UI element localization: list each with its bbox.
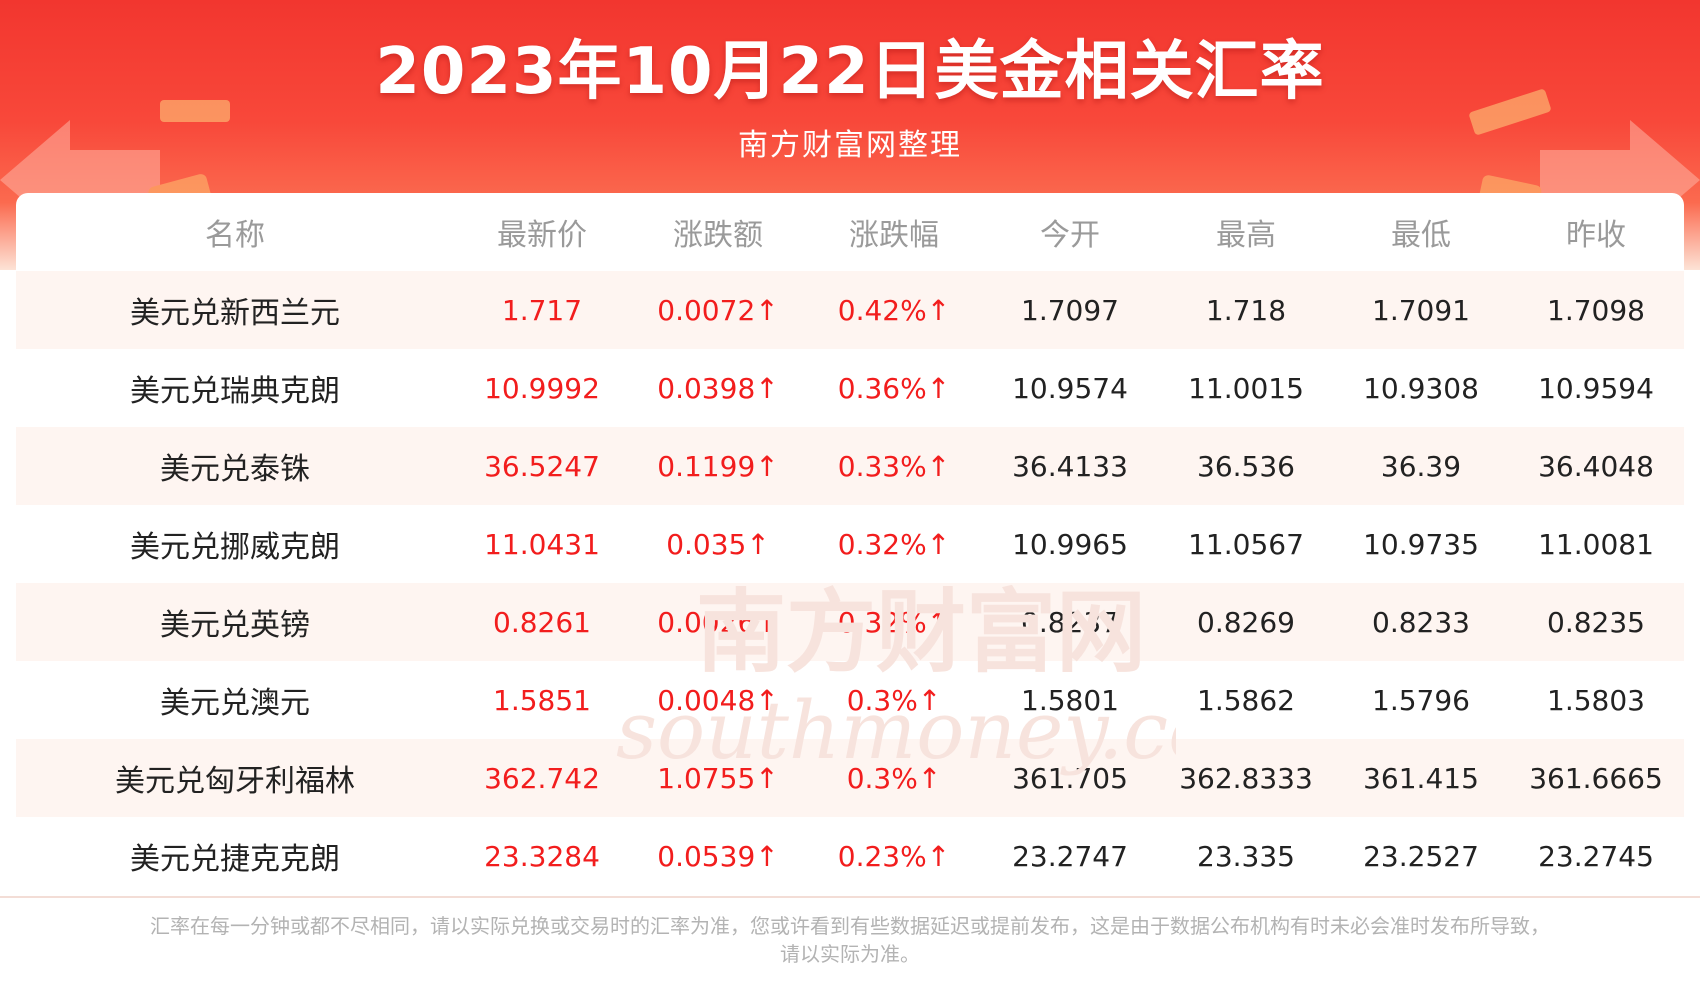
- cell-latest: 36.5247: [484, 449, 600, 483]
- cell-name: 美元兑捷克克朗: [130, 842, 340, 877]
- cell-change-pct: 0.3%↑: [846, 683, 942, 717]
- cell-change-pct: 0.32%↑: [837, 605, 951, 639]
- cell-change: 0.0026↑: [657, 605, 779, 639]
- column-header-change: 涨跌额: [673, 218, 763, 253]
- column-header-high: 最高: [1216, 218, 1276, 253]
- cell-name: 美元兑英镑: [160, 608, 310, 643]
- rates-table-card: 名称 最新价 涨跌额 涨跌幅 今开 最高 最低 昨收 美元兑新西兰元 1.717 0.0072↑ 0…: [16, 193, 1684, 896]
- cell-latest: 23.3284: [484, 839, 600, 873]
- cell-high: 11.0567: [1188, 527, 1304, 561]
- disclaimer-line-1: 汇率在每一分钟或都不尽相同，请以实际兑换或交易时的汇率为准，您或许看到有些数据延…: [150, 914, 1550, 938]
- page-title: 2023年10月22日美金相关汇率: [375, 35, 1325, 109]
- table-row: 美元兑挪威克朗 11.0431 0.035↑ 0.32%↑ 10.9965 11.0567…: [16, 505, 1684, 583]
- table-row: 美元兑匈牙利福林 362.742 1.0755↑ 0.3%↑ 361.705 362.83…: [16, 739, 1684, 817]
- cell-name: 美元兑澳元: [160, 686, 310, 721]
- disclaimer: 汇率在每一分钟或都不尽相同，请以实际兑换或交易时的汇率为准，您或许看到有些数据延…: [60, 912, 1640, 968]
- cell-latest: 362.742: [484, 761, 600, 795]
- disclaimer-line-2: 请以实际为准。: [780, 942, 920, 966]
- column-header-open: 今开: [1040, 218, 1100, 253]
- table-row: 美元兑瑞典克朗 10.9992 0.0398↑ 0.36%↑ 10.9574 11.001…: [16, 349, 1684, 427]
- cell-latest: 1.5851: [493, 683, 591, 717]
- cell-latest: 1.717: [501, 293, 583, 327]
- cell-high: 1.718: [1205, 293, 1287, 327]
- cell-prev-close: 23.2745: [1538, 839, 1654, 873]
- cell-low: 1.7091: [1372, 293, 1470, 327]
- cell-latest: 10.9992: [484, 371, 600, 405]
- table-header: 名称 最新价 涨跌额 涨跌幅 今开 最高 最低 昨收: [16, 193, 1684, 271]
- cell-high: 36.536: [1197, 449, 1295, 483]
- cell-high: 362.8333: [1179, 761, 1313, 795]
- cell-high: 1.5862: [1197, 683, 1295, 717]
- cell-prev-close: 36.4048: [1538, 449, 1654, 483]
- cell-prev-close: 0.8235: [1547, 605, 1645, 639]
- cell-name: 美元兑匈牙利福林: [115, 764, 355, 799]
- cell-high: 0.8269: [1197, 605, 1295, 639]
- column-header-change-pct: 涨跌幅: [849, 218, 939, 253]
- cell-low: 0.8233: [1372, 605, 1470, 639]
- footer-divider: [0, 896, 1700, 898]
- cell-prev-close: 11.0081: [1538, 527, 1654, 561]
- cell-prev-close: 361.6665: [1529, 761, 1663, 795]
- column-header-low: 最低: [1391, 218, 1451, 253]
- cell-open: 23.2747: [1012, 839, 1128, 873]
- cell-change-pct: 0.33%↑: [837, 449, 951, 483]
- cell-change-pct: 0.32%↑: [837, 527, 951, 561]
- cell-high: 11.0015: [1188, 371, 1304, 405]
- table-row: 美元兑英镑 0.8261 0.0026↑ 0.32%↑ 0.8237 0.8269 0.82…: [16, 583, 1684, 661]
- table-row: 美元兑捷克克朗 23.3284 0.0539↑ 0.23%↑ 23.2747 23.335…: [16, 817, 1684, 895]
- cell-open: 10.9965: [1012, 527, 1128, 561]
- cell-high: 23.335: [1197, 839, 1295, 873]
- cell-name: 美元兑新西兰元: [130, 296, 340, 331]
- column-header-prev-close: 昨收: [1566, 218, 1626, 253]
- cell-change-pct: 0.42%↑: [837, 293, 951, 327]
- cell-change-pct: 0.3%↑: [846, 761, 942, 795]
- cell-change: 1.0755↑: [657, 761, 779, 795]
- cell-name: 美元兑挪威克朗: [130, 530, 340, 565]
- cell-change: 0.0398↑: [657, 371, 779, 405]
- cell-change: 0.0048↑: [657, 683, 779, 717]
- cell-change: 0.0072↑: [657, 293, 779, 327]
- cell-latest: 0.8261: [493, 605, 591, 639]
- table-body: 美元兑新西兰元 1.717 0.0072↑ 0.42%↑ 1.7097 1.718 1.70…: [16, 271, 1684, 895]
- cell-low: 1.5796: [1372, 683, 1470, 717]
- cell-low: 10.9308: [1363, 371, 1479, 405]
- cell-name: 美元兑瑞典克朗: [130, 374, 340, 409]
- cell-change-pct: 0.23%↑: [837, 839, 951, 873]
- cell-change: 0.1199↑: [657, 449, 779, 483]
- cell-open: 0.8237: [1021, 605, 1119, 639]
- cell-prev-close: 1.5803: [1547, 683, 1645, 717]
- cell-open: 36.4133: [1012, 449, 1128, 483]
- cell-low: 10.9735: [1363, 527, 1479, 561]
- cell-prev-close: 1.7098: [1547, 293, 1645, 327]
- cell-latest: 11.0431: [484, 527, 600, 561]
- cell-change: 0.0539↑: [657, 839, 779, 873]
- cell-open: 10.9574: [1012, 371, 1128, 405]
- table-row: 美元兑新西兰元 1.717 0.0072↑ 0.42%↑ 1.7097 1.718 1.70…: [16, 271, 1684, 349]
- cell-open: 1.7097: [1021, 293, 1119, 327]
- cell-low: 361.415: [1363, 761, 1479, 795]
- cell-change-pct: 0.36%↑: [837, 371, 951, 405]
- cell-low: 23.2527: [1363, 839, 1479, 873]
- cell-open: 1.5801: [1021, 683, 1119, 717]
- cell-low: 36.39: [1380, 449, 1462, 483]
- table-row: 美元兑泰铢 36.5247 0.1199↑ 0.33%↑ 36.4133 36.536 36…: [16, 427, 1684, 505]
- cell-change: 0.035↑: [666, 527, 770, 561]
- cell-name: 美元兑泰铢: [160, 452, 310, 487]
- cell-open: 361.705: [1012, 761, 1128, 795]
- column-header-latest: 最新价: [497, 218, 587, 253]
- page-subtitle: 南方财富网整理: [738, 128, 962, 163]
- column-header-name: 名称: [205, 218, 265, 253]
- table-row: 美元兑澳元 1.5851 0.0048↑ 0.3%↑ 1.5801 1.5862 1.579…: [16, 661, 1684, 739]
- cell-prev-close: 10.9594: [1538, 371, 1654, 405]
